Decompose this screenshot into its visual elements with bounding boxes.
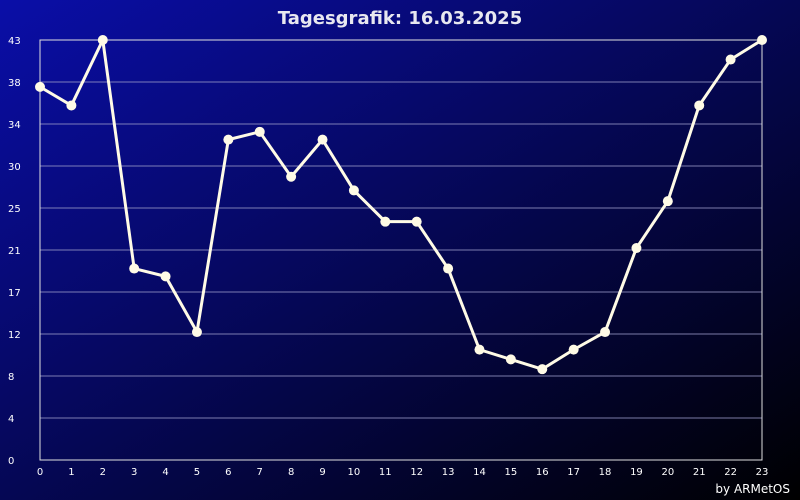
grid-lines (40, 81, 762, 419)
series-temperature (35, 35, 767, 375)
data-point (568, 344, 579, 355)
y-tick-label: 34 (8, 120, 21, 131)
x-tick-label: 15 (505, 467, 518, 478)
data-point (662, 196, 673, 207)
x-tick-label: 1 (68, 467, 74, 478)
data-point (97, 35, 108, 45)
data-point (129, 263, 140, 274)
y-tick-label: 38 (8, 78, 21, 89)
chart-title: Tagesgrafik: 16.03.2025 (278, 8, 522, 29)
y-tick-label: 25 (8, 204, 21, 215)
x-tick-label: 2 (100, 467, 106, 478)
x-axis-ticks: 0 1 2 3 4 5 6 7 8 9 10 11 12 13 14 15 16 17 18 19 20 21 22 23 (37, 467, 769, 478)
data-point (443, 263, 454, 274)
data-point (411, 216, 422, 227)
series-line (39, 38, 763, 371)
y-tick-label: 4 (8, 414, 14, 425)
y-tick-label: 8 (8, 372, 14, 383)
x-tick-label: 6 (225, 467, 231, 478)
data-point (694, 100, 705, 111)
x-tick-label: 18 (599, 467, 612, 478)
data-point (537, 364, 548, 375)
x-tick-label: 16 (536, 467, 549, 478)
data-point (66, 100, 77, 111)
x-tick-label: 0 (37, 467, 43, 478)
x-tick-label: 22 (724, 467, 737, 478)
x-tick-label: 14 (473, 467, 486, 478)
data-point (725, 54, 736, 65)
x-tick-label: 11 (379, 467, 392, 478)
x-tick-label: 7 (257, 467, 263, 478)
x-tick-label: 12 (410, 467, 423, 478)
x-tick-label: 13 (442, 467, 455, 478)
data-point (631, 243, 642, 254)
x-tick-label: 23 (756, 467, 769, 478)
data-point (317, 134, 328, 145)
x-tick-label: 3 (131, 467, 137, 478)
data-point (160, 271, 171, 282)
y-tick-label: 17 (8, 288, 21, 299)
credit-label: by ARMetOS (715, 482, 790, 496)
data-point (600, 327, 611, 338)
x-tick-label: 9 (319, 467, 325, 478)
x-tick-label: 5 (194, 467, 200, 478)
x-tick-label: 8 (288, 467, 294, 478)
y-tick-label: 0 (8, 456, 14, 467)
data-point (757, 35, 767, 45)
x-tick-label: 10 (348, 467, 361, 478)
data-point (474, 344, 485, 355)
y-tick-label: 12 (8, 330, 21, 341)
y-axis-ticks: 0 4 8 12 17 21 25 30 34 38 43 (8, 36, 21, 467)
data-point (35, 81, 45, 92)
data-point (505, 354, 516, 365)
y-tick-label: 21 (8, 246, 21, 257)
x-tick-label: 20 (661, 467, 674, 478)
x-tick-label: 17 (567, 467, 580, 478)
plot-frame (39, 39, 763, 461)
data-point (254, 126, 265, 137)
x-tick-label: 21 (693, 467, 706, 478)
data-point (223, 134, 234, 145)
data-point (286, 171, 297, 182)
data-point (348, 185, 359, 196)
y-tick-label: 43 (8, 36, 21, 47)
y-tick-label: 30 (8, 162, 21, 173)
x-tick-label: 4 (162, 467, 168, 478)
data-point (380, 216, 391, 227)
x-tick-label: 19 (630, 467, 643, 478)
data-point (191, 327, 202, 338)
